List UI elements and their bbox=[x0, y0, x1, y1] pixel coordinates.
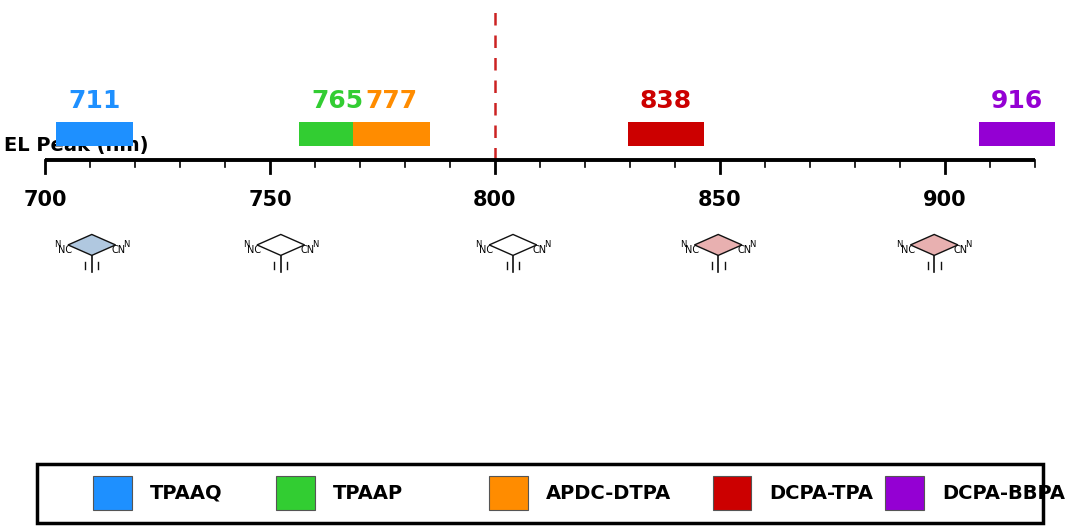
Polygon shape bbox=[489, 234, 537, 256]
Text: CN: CN bbox=[738, 245, 752, 256]
Text: CN: CN bbox=[300, 245, 314, 256]
Text: 750: 750 bbox=[248, 189, 292, 209]
Text: TPAAQ: TPAAQ bbox=[150, 484, 222, 503]
Bar bbox=[627, 122, 704, 145]
Bar bbox=[276, 476, 314, 510]
Text: N: N bbox=[750, 240, 756, 250]
Bar bbox=[978, 122, 1055, 145]
Text: N: N bbox=[243, 240, 249, 250]
Bar bbox=[93, 476, 132, 510]
Polygon shape bbox=[910, 234, 958, 256]
Text: DCPA-TPA: DCPA-TPA bbox=[769, 484, 874, 503]
Text: N: N bbox=[312, 240, 319, 250]
Text: 838: 838 bbox=[640, 89, 692, 113]
Text: NC: NC bbox=[901, 245, 915, 256]
Text: TPAAP: TPAAP bbox=[333, 484, 403, 503]
Text: CN: CN bbox=[111, 245, 125, 256]
Text: NC: NC bbox=[685, 245, 699, 256]
Text: DCPA-BBPA: DCPA-BBPA bbox=[942, 484, 1065, 503]
Text: 765: 765 bbox=[311, 89, 364, 113]
Polygon shape bbox=[257, 234, 305, 256]
Text: 777: 777 bbox=[365, 89, 418, 113]
Bar bbox=[353, 122, 430, 145]
Text: N: N bbox=[966, 240, 972, 250]
Bar bbox=[489, 476, 528, 510]
Text: N: N bbox=[680, 240, 687, 250]
FancyBboxPatch shape bbox=[38, 463, 1042, 523]
Text: 900: 900 bbox=[923, 189, 967, 209]
Polygon shape bbox=[68, 234, 116, 256]
Text: APDC-DTPA: APDC-DTPA bbox=[546, 484, 672, 503]
Bar bbox=[56, 122, 133, 145]
Text: N: N bbox=[123, 240, 130, 250]
Text: CN: CN bbox=[532, 245, 546, 256]
Text: NC: NC bbox=[58, 245, 72, 256]
Text: 711: 711 bbox=[68, 89, 121, 113]
Bar bbox=[713, 476, 752, 510]
Text: NC: NC bbox=[247, 245, 261, 256]
Text: EL Peak (nm): EL Peak (nm) bbox=[4, 135, 149, 154]
Bar bbox=[886, 476, 923, 510]
Text: N: N bbox=[54, 240, 60, 250]
Bar bbox=[299, 122, 376, 145]
Text: 850: 850 bbox=[698, 189, 742, 209]
Text: N: N bbox=[544, 240, 551, 250]
Text: 800: 800 bbox=[473, 189, 516, 209]
Text: NC: NC bbox=[480, 245, 494, 256]
Text: N: N bbox=[475, 240, 482, 250]
Polygon shape bbox=[694, 234, 742, 256]
Text: 916: 916 bbox=[990, 89, 1043, 113]
Text: 700: 700 bbox=[24, 189, 67, 209]
Text: CN: CN bbox=[954, 245, 968, 256]
Text: N: N bbox=[896, 240, 903, 250]
